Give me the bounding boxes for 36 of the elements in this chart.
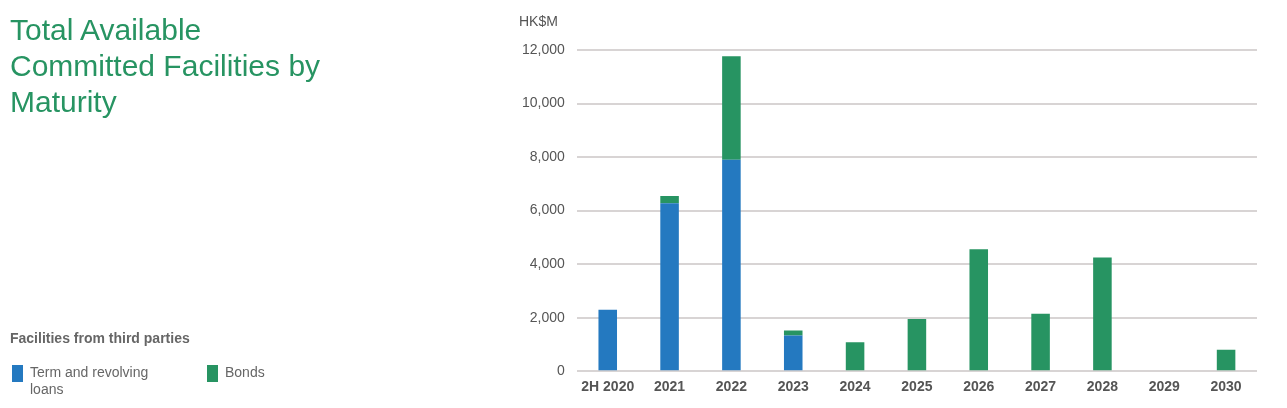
- bar: [1093, 257, 1112, 371]
- x-tick-label: 2028: [1086, 378, 1119, 395]
- x-tick-label: 2024: [839, 378, 871, 395]
- legend-label: Term and revolving loans: [30, 363, 149, 397]
- x-tick-label: 2029: [1148, 378, 1181, 395]
- y-tick-label: 2,000: [529, 308, 566, 325]
- legend-label: Bonds: [225, 363, 265, 380]
- y-axis-title: HK$M: [518, 12, 558, 29]
- bar: [783, 330, 803, 336]
- y-tick-label: 10,000: [521, 94, 566, 111]
- text: Total Available Committed Facilities by Maturity: [10, 12, 322, 120]
- bar: [722, 56, 741, 160]
- x-tick-label: 2030: [1210, 378, 1242, 395]
- legend-title: Facilities from third parties: [10, 329, 190, 346]
- y-tick-label: 6,000: [529, 201, 566, 218]
- x-tick-label: 2023: [777, 378, 810, 395]
- x-tick-label: 2H 2020: [581, 378, 635, 395]
- bar: [1031, 313, 1050, 371]
- x-tick-label: 2022: [715, 378, 748, 395]
- bar: [845, 342, 865, 371]
- bar: [660, 195, 679, 204]
- x-tick-label: 2025: [901, 378, 933, 395]
- y-tick-label: 0: [557, 362, 566, 379]
- bar: [722, 159, 741, 371]
- bar: [783, 335, 803, 371]
- bar: [598, 309, 618, 371]
- bar: [907, 319, 927, 371]
- bar: [969, 249, 989, 371]
- y-tick-label: 4,000: [529, 254, 566, 271]
- x-tick-label: 2021: [653, 378, 686, 395]
- bar: [660, 203, 679, 371]
- bar: [1216, 349, 1236, 371]
- x-tick-label: 2027: [1025, 378, 1057, 395]
- y-tick-label: 8,000: [529, 147, 566, 164]
- x-tick-label: 2026: [963, 378, 995, 395]
- y-tick-label: 12,000: [521, 40, 566, 57]
